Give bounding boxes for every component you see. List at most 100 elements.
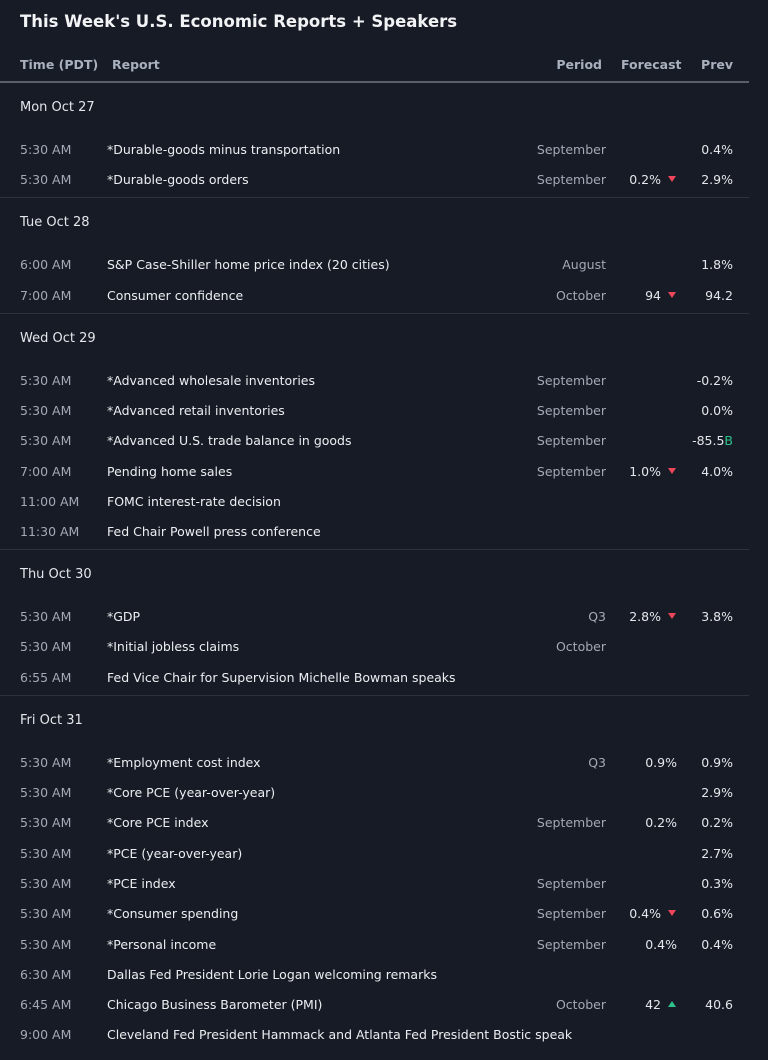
separator xyxy=(0,694,749,696)
prev-value: 94.2 xyxy=(705,287,733,303)
report: *GDP xyxy=(107,609,141,625)
period: September xyxy=(536,433,606,449)
forecast: 0.2% xyxy=(645,815,677,831)
report: Fed Vice Chair for Supervision Michelle … xyxy=(107,669,456,685)
time: 5:30 AM xyxy=(20,172,72,188)
report: *Durable-goods orders xyxy=(107,172,249,188)
time: 5:30 AM xyxy=(20,906,72,922)
time: 5:30 AM xyxy=(20,845,72,861)
time: 5:30 AM xyxy=(20,639,72,655)
time: 5:30 AM xyxy=(20,609,72,625)
day-label: Mon Oct 27 xyxy=(20,100,95,115)
period: Q3 xyxy=(588,754,606,770)
prev-value: 0.4% xyxy=(701,936,733,952)
col-time: Time (PDT) xyxy=(20,57,99,72)
prev: 2.9% xyxy=(701,172,733,188)
prev: -0.2% xyxy=(697,373,733,389)
prev: 1.8% xyxy=(701,257,733,273)
time: 5:30 AM xyxy=(20,875,72,891)
prev-value: 0.3% xyxy=(701,875,733,891)
prev: -85.5B xyxy=(692,433,733,449)
prev-value: -85.5 xyxy=(692,433,725,449)
time: 7:00 AM xyxy=(20,463,72,479)
report: *PCE index xyxy=(107,875,176,891)
period: Q3 xyxy=(588,609,606,625)
prev-value: 2.9% xyxy=(701,785,733,800)
report: *Employment cost index xyxy=(107,754,261,770)
prev-value: 0.0% xyxy=(701,402,733,418)
period: September xyxy=(536,172,606,188)
separator xyxy=(0,549,749,551)
prev: 0.9% xyxy=(701,755,733,771)
report: *Core PCE index xyxy=(107,815,209,831)
period: September xyxy=(536,875,606,891)
forecast: 2.8% xyxy=(629,609,661,625)
time: 5:30 AM xyxy=(20,936,72,952)
separator xyxy=(0,197,749,199)
time: 6:45 AM xyxy=(20,997,72,1013)
period: September xyxy=(536,936,606,952)
prev-value: 3.8% xyxy=(701,609,733,625)
col-prev: Prev xyxy=(701,57,733,72)
report: *Initial jobless claims xyxy=(107,639,240,655)
time: 5:30 AM xyxy=(20,785,72,800)
time: 5:30 AM xyxy=(20,372,72,388)
period: October xyxy=(555,287,606,303)
report: FOMC interest-rate decision xyxy=(107,493,281,509)
period: September xyxy=(536,402,606,418)
time: 11:30 AM xyxy=(20,524,80,540)
prev: 0.4% xyxy=(701,937,733,953)
prev: 40.6 xyxy=(705,997,733,1013)
prev-value: 0.4% xyxy=(701,142,733,157)
forecast: 0.9% xyxy=(645,754,677,770)
prev-value: 0.2% xyxy=(701,815,733,831)
report: *Advanced wholesale inventories xyxy=(107,372,316,388)
period: October xyxy=(555,997,606,1013)
prev: 0.3% xyxy=(701,876,733,892)
time: 5:30 AM xyxy=(20,433,72,449)
trend-arrow xyxy=(668,910,676,917)
trend-arrow xyxy=(668,176,676,183)
time: 6:55 AM xyxy=(20,669,72,685)
prev-value: 1.8% xyxy=(701,257,733,273)
report: Consumer confidence xyxy=(107,287,244,303)
prev-value: 4.0% xyxy=(701,463,733,479)
prev: 0.2% xyxy=(701,815,733,831)
day-label: Fri Oct 31 xyxy=(20,712,83,728)
report: Dallas Fed President Lorie Logan welcomi… xyxy=(107,966,437,982)
report: *Core PCE (year-over-year) xyxy=(107,785,276,800)
prev-value: 40.6 xyxy=(705,997,733,1013)
separator xyxy=(0,312,749,314)
time: 6:00 AM xyxy=(20,257,72,273)
time: 5:30 AM xyxy=(20,402,72,418)
col-report: Report xyxy=(112,57,160,72)
report: *Durable-goods minus transportation xyxy=(107,142,341,157)
time: 11:00 AM xyxy=(20,493,80,509)
period: September xyxy=(536,815,606,831)
report: S&P Case-Shiller home price index (20 ci… xyxy=(107,257,390,273)
prev-value: 0.6% xyxy=(701,906,733,922)
report: Pending home sales xyxy=(107,463,233,479)
prev: 0.6% xyxy=(701,906,733,922)
report: *Advanced retail inventories xyxy=(107,402,285,418)
period: September xyxy=(536,463,606,479)
day-label: Tue Oct 28 xyxy=(20,215,90,231)
forecast: 0.4% xyxy=(645,936,677,952)
forecast: 0.4% xyxy=(629,906,661,922)
prev: 4.0% xyxy=(701,464,733,480)
forecast: 94 xyxy=(645,287,661,303)
prev: 3.8% xyxy=(701,609,733,625)
prev-value: 0.9% xyxy=(701,754,733,770)
report: Cleveland Fed President Hammack and Atla… xyxy=(107,1027,573,1043)
report: Chicago Business Barometer (PMI) xyxy=(107,997,323,1013)
period: August xyxy=(562,257,606,273)
day-label: Wed Oct 29 xyxy=(20,330,96,346)
time: 9:00 AM xyxy=(20,1027,72,1043)
report: *PCE (year-over-year) xyxy=(107,845,243,861)
time: 5:30 AM xyxy=(20,754,72,770)
header-rule xyxy=(0,81,749,83)
prev: 2.7% xyxy=(701,846,733,862)
time: 5:30 AM xyxy=(20,142,72,157)
time: 6:30 AM xyxy=(20,966,72,982)
